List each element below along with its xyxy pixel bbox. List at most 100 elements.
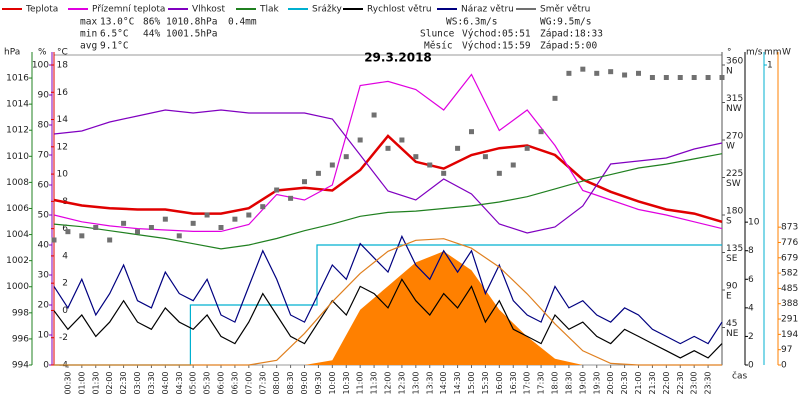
stat-text: avg: [80, 41, 97, 52]
y-tick-label: 1002: [6, 256, 29, 266]
y-tick-compass: N: [726, 67, 733, 77]
x-tick-label: 18:30: [564, 371, 573, 394]
stat-text: 1001.5hPa: [166, 29, 217, 40]
series-point: [677, 75, 683, 80]
y-tick-label: 12: [57, 142, 68, 152]
y-tick-label: 10: [748, 218, 760, 228]
y-tick-label: 90: [726, 282, 738, 292]
y-tick-label: 1008: [6, 178, 29, 188]
series-point: [302, 179, 307, 185]
series-line: [53, 134, 723, 223]
x-tick-label: 18:00: [551, 371, 560, 394]
legend-label: Rychlost větru: [367, 5, 432, 15]
series-point: [121, 220, 127, 226]
sun-info: Východ:05:51: [462, 29, 531, 40]
y-tick-label: 360: [726, 57, 743, 67]
y-tick-label: 315: [726, 94, 743, 104]
y-tick-label: 0: [43, 361, 49, 371]
series-point: [190, 220, 196, 226]
x-tick-label: 05:00: [189, 371, 198, 394]
y-tick-label: 998: [12, 308, 29, 318]
legend-label: Náraz větru: [461, 5, 514, 15]
series-line: [53, 153, 723, 250]
series-point: [663, 75, 669, 80]
x-tick-label: 05:30: [203, 371, 212, 394]
x-tick-label: 14:30: [453, 371, 462, 394]
x-tick-label: 20:00: [606, 371, 615, 394]
series-point: [608, 69, 614, 75]
sun-info: Slunce: [420, 29, 455, 40]
series-point: [65, 229, 71, 235]
series-point: [135, 229, 140, 235]
series-line: [53, 234, 723, 345]
x-tick-label: 15:30: [481, 371, 490, 394]
y-tick-label: 14: [57, 115, 69, 125]
x-tick-label: 17:00: [523, 371, 532, 394]
series-point: [496, 170, 502, 176]
y-tick-label: 1016: [6, 74, 29, 84]
series-point: [246, 212, 252, 218]
x-tick-label: 08:30: [286, 371, 295, 394]
x-tick-label: 04:30: [175, 371, 184, 394]
series-point: [274, 187, 280, 193]
y-axis-unit: %: [38, 48, 47, 58]
series-point: [204, 212, 210, 218]
y-tick-label: 582: [781, 269, 798, 279]
x-tick-label: 07:30: [258, 371, 267, 394]
y-tick-label: 996: [12, 334, 29, 344]
x-tick-label: 01:30: [91, 371, 100, 394]
x-tick-label: 21:30: [648, 371, 657, 394]
y-tick-label: 16: [57, 88, 69, 98]
y-tick-label: 80: [38, 121, 50, 131]
x-tick-label: 03:30: [147, 371, 156, 394]
y-tick-label: 873: [781, 223, 798, 233]
y-tick-label: -2: [59, 333, 68, 343]
y-tick-label: 388: [781, 299, 798, 309]
y-tick-label: 2: [62, 279, 68, 289]
x-tick-label: 16:30: [509, 371, 518, 394]
legend-label: Směr větru: [540, 5, 590, 15]
series-line: [53, 73, 723, 232]
stat-text: 13.0°C: [100, 17, 134, 28]
y-tick-label: 10: [57, 170, 69, 180]
x-tick-label: 10:00: [328, 371, 337, 394]
x-tick-label: 20:30: [620, 371, 629, 394]
y-tick-label: 6: [748, 275, 754, 285]
y-tick-label: 50: [38, 211, 50, 221]
series-line: [53, 278, 723, 359]
y-tick-label: 100: [32, 61, 49, 71]
y-tick-label: 90: [38, 91, 50, 101]
y-tick-label: 0: [62, 306, 68, 316]
y-tick-label: 194: [781, 330, 798, 340]
x-tick-label: 14:00: [439, 371, 448, 394]
x-tick-label: 09:00: [300, 371, 309, 394]
y-axis-unit: m/s: [746, 48, 763, 58]
x-tick-label: 11:30: [370, 371, 379, 394]
y-tick-label: 994: [12, 361, 29, 371]
x-tick-label: 08:00: [272, 371, 281, 394]
series-point: [580, 66, 586, 72]
y-tick-label: 225: [726, 169, 743, 179]
series-point: [622, 72, 628, 78]
y-axis-unit: mm: [764, 48, 782, 58]
y-tick-label: 1: [767, 61, 773, 71]
series-point: [107, 237, 113, 243]
series-point: [482, 154, 488, 160]
y-tick-label: 8: [748, 246, 754, 256]
x-tick-label: 12:30: [397, 371, 406, 394]
x-tick-label: 13:30: [425, 371, 434, 394]
y-tick-label: 4: [748, 303, 754, 313]
stat-text: 1010.8hPa: [166, 17, 217, 28]
stat-text: 6.5°C: [100, 29, 129, 40]
y-tick-label: 6: [62, 224, 68, 234]
x-tick-label: 06:30: [230, 371, 239, 394]
sun-info: Západ:18:33: [540, 29, 603, 40]
legend-label: Teplota: [25, 5, 58, 15]
series-point: [385, 145, 391, 151]
series-point: [455, 145, 461, 151]
x-tick-label: 02:30: [119, 371, 128, 394]
series-point: [538, 129, 544, 135]
y-tick-compass: SE: [726, 254, 738, 264]
series-point: [343, 154, 349, 160]
